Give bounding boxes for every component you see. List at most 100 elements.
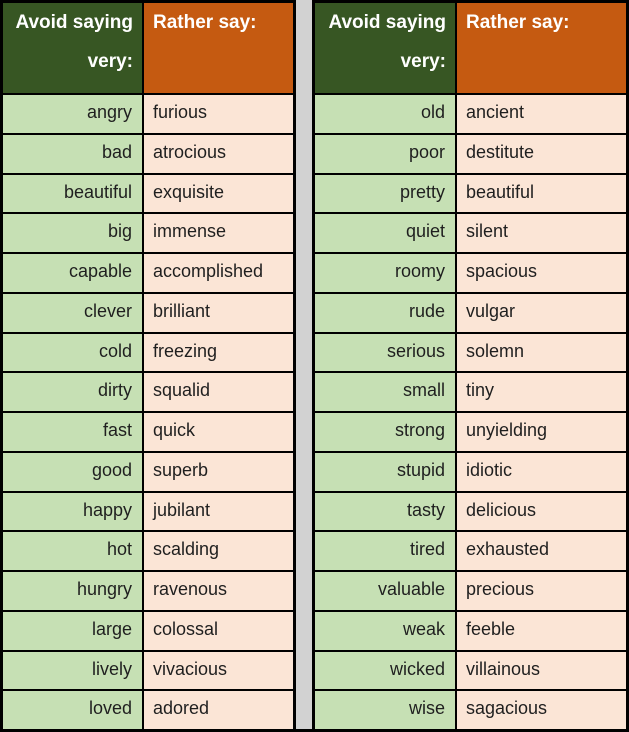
table-row: bad atrocious xyxy=(3,132,293,173)
synonym-table-left: Avoid saying very: Rather say: angry furi… xyxy=(0,0,296,732)
avoid-word-cell: wicked xyxy=(315,651,457,690)
table-row: valuable precious xyxy=(315,570,626,610)
avoid-word-cell: lively xyxy=(3,651,144,690)
rather-word-cell: quick xyxy=(144,413,293,451)
table-header: Avoid saying very: Rather say: xyxy=(3,3,293,93)
avoid-word-cell: valuable xyxy=(315,572,457,610)
rather-word-cell: sagacious xyxy=(457,691,626,729)
rather-word-cell: exquisite xyxy=(144,174,293,213)
rather-word-cell: jubilant xyxy=(144,492,293,531)
avoid-word-cell: strong xyxy=(315,413,457,451)
avoid-word-cell: tasty xyxy=(315,492,457,531)
rather-word-cell: ancient xyxy=(457,95,626,133)
rather-word-cell: atrocious xyxy=(144,134,293,173)
rather-header-cell: Rather say: xyxy=(457,3,626,93)
table-row: stupid idiotic xyxy=(315,450,626,491)
avoid-word-cell: serious xyxy=(315,333,457,372)
table-row: hungry ravenous xyxy=(3,570,293,610)
table-row: serious solemn xyxy=(315,331,626,372)
table-row: loved adored xyxy=(3,689,293,729)
rather-word-cell: tiny xyxy=(457,373,626,411)
rather-word-cell: vivacious xyxy=(144,651,293,690)
rather-word-cell: feeble xyxy=(457,611,626,650)
avoid-word-cell: loved xyxy=(3,691,144,729)
rather-word-cell: idiotic xyxy=(457,452,626,491)
avoid-word-cell: good xyxy=(3,452,144,491)
table-row: big immense xyxy=(3,212,293,252)
table-row: hot scalding xyxy=(3,530,293,570)
table-row: cold freezing xyxy=(3,331,293,372)
table-row: weak feeble xyxy=(315,609,626,650)
rather-word-cell: silent xyxy=(457,214,626,252)
table-row: happy jubilant xyxy=(3,490,293,531)
rather-word-cell: adored xyxy=(144,691,293,729)
avoid-word-cell: pretty xyxy=(315,174,457,213)
table-gutter xyxy=(296,0,312,732)
table-row: good superb xyxy=(3,450,293,491)
avoid-word-cell: quiet xyxy=(315,214,457,252)
avoid-header-line2: very: xyxy=(87,51,133,72)
table-row: dirty squalid xyxy=(3,371,293,411)
avoid-word-cell: dirty xyxy=(3,373,144,411)
rather-word-cell: colossal xyxy=(144,611,293,650)
synonym-table-right: Avoid saying very: Rather say: old ancien… xyxy=(312,0,629,732)
rather-word-cell: squalid xyxy=(144,373,293,411)
rather-word-cell: precious xyxy=(457,572,626,610)
table-body: angry furious bad atrocious beautiful exquisi… xyxy=(3,93,293,729)
table-row: quiet silent xyxy=(315,212,626,252)
table-row: wicked villainous xyxy=(315,649,626,690)
avoid-word-cell: bad xyxy=(3,134,144,173)
rather-word-cell: immense xyxy=(144,214,293,252)
table-row: clever brilliant xyxy=(3,291,293,332)
rather-word-cell: solemn xyxy=(457,333,626,372)
table-row: poor destitute xyxy=(315,132,626,173)
avoid-header-cell: Avoid saying very: xyxy=(315,3,457,93)
table-row: tasty delicious xyxy=(315,490,626,531)
rather-word-cell: spacious xyxy=(457,254,626,292)
avoid-word-cell: roomy xyxy=(315,254,457,292)
rather-word-cell: ravenous xyxy=(144,572,293,610)
table-row: old ancient xyxy=(315,93,626,133)
table-row: fast quick xyxy=(3,411,293,451)
rather-word-cell: superb xyxy=(144,452,293,491)
table-body: old ancient poor destitute pretty beautiful qu… xyxy=(315,93,626,729)
avoid-word-cell: beautiful xyxy=(3,174,144,213)
avoid-word-cell: clever xyxy=(3,293,144,332)
rather-word-cell: scalding xyxy=(144,532,293,570)
rather-word-cell: beautiful xyxy=(457,174,626,213)
rather-word-cell: brilliant xyxy=(144,293,293,332)
table-row: wise sagacious xyxy=(315,689,626,729)
table-row: roomy spacious xyxy=(315,252,626,292)
table-row: small tiny xyxy=(315,371,626,411)
table-row: strong unyielding xyxy=(315,411,626,451)
table-header: Avoid saying very: Rather say: xyxy=(315,3,626,93)
rather-word-cell: villainous xyxy=(457,651,626,690)
rather-word-cell: freezing xyxy=(144,333,293,372)
avoid-word-cell: large xyxy=(3,611,144,650)
rather-word-cell: accomplished xyxy=(144,254,293,292)
table-row: pretty beautiful xyxy=(315,172,626,213)
avoid-word-cell: fast xyxy=(3,413,144,451)
avoid-word-cell: rude xyxy=(315,293,457,332)
avoid-word-cell: angry xyxy=(3,95,144,133)
avoid-word-cell: stupid xyxy=(315,452,457,491)
avoid-word-cell: small xyxy=(315,373,457,411)
avoid-word-cell: old xyxy=(315,95,457,133)
avoid-word-cell: cold xyxy=(3,333,144,372)
avoid-word-cell: weak xyxy=(315,611,457,650)
rather-word-cell: unyielding xyxy=(457,413,626,451)
avoid-word-cell: wise xyxy=(315,691,457,729)
avoid-word-cell: happy xyxy=(3,492,144,531)
rather-word-cell: delicious xyxy=(457,492,626,531)
avoid-header-cell: Avoid saying very: xyxy=(3,3,144,93)
rather-word-cell: destitute xyxy=(457,134,626,173)
table-row: rude vulgar xyxy=(315,291,626,332)
avoid-word-cell: capable xyxy=(3,254,144,292)
avoid-header-line1: Avoid saying xyxy=(15,12,133,33)
table-row: large colossal xyxy=(3,609,293,650)
avoid-word-cell: hungry xyxy=(3,572,144,610)
avoid-word-cell: poor xyxy=(315,134,457,173)
avoid-word-cell: big xyxy=(3,214,144,252)
table-row: tired exhausted xyxy=(315,530,626,570)
